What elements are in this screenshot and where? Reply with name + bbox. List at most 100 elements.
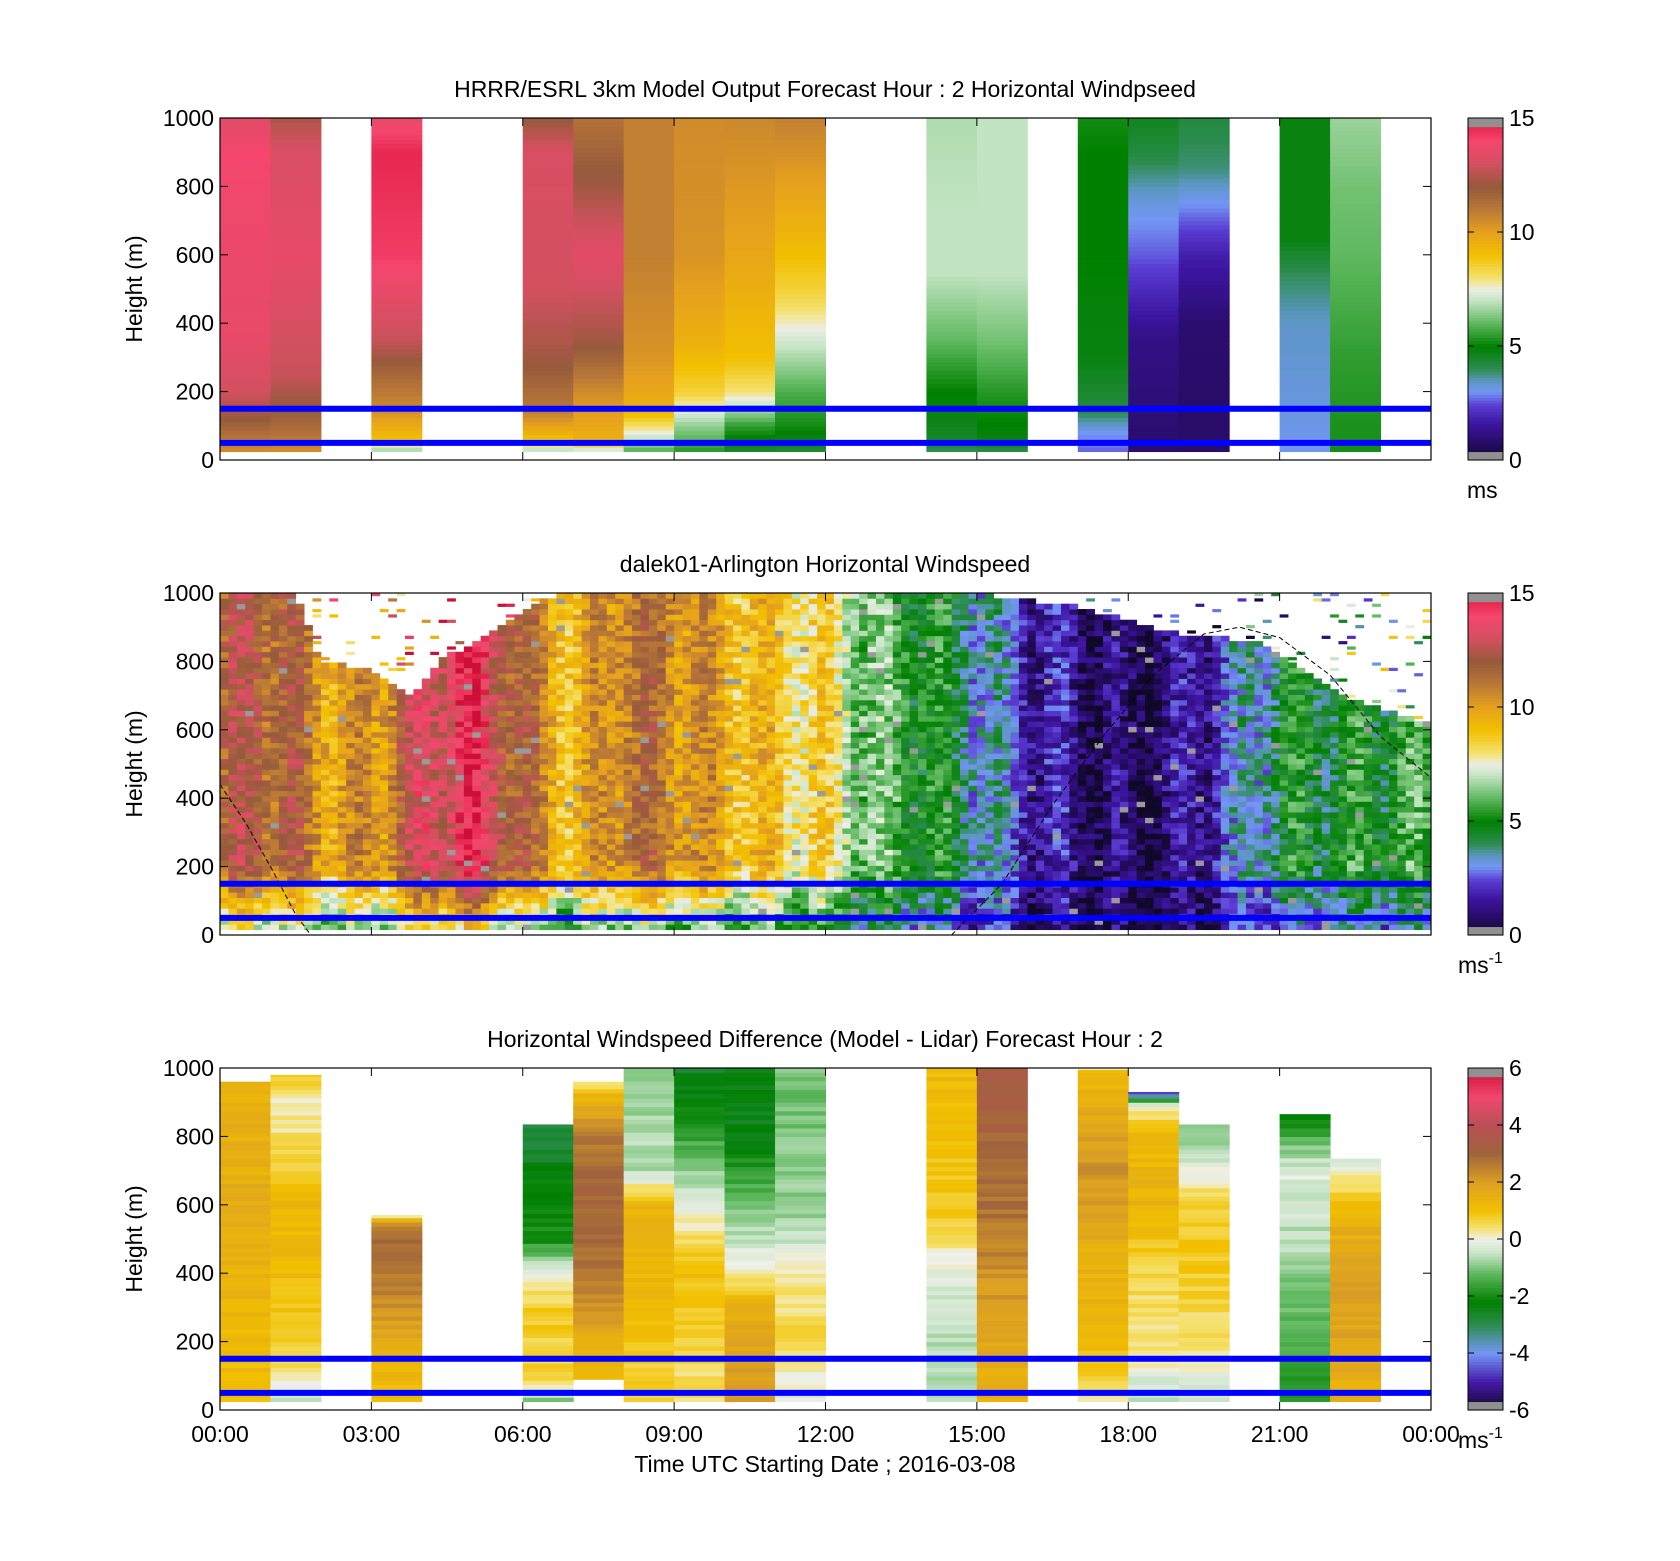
heatmap-cell [573,790,583,797]
heatmap-cell [1330,365,1382,371]
heatmap-cell [405,870,414,877]
heatmap-cell [926,421,978,427]
heatmap-cell [472,822,482,829]
heatmap-cell [472,828,482,834]
heatmap-cell [573,378,625,384]
heatmap-cell [228,892,238,898]
heatmap-cell [590,646,599,653]
heatmap-cell [640,918,650,925]
heatmap-cell [590,737,599,744]
heatmap-cell [716,609,725,615]
heatmap-cell [556,774,566,781]
heatmap-cell [724,908,734,915]
heatmap-cell [480,785,490,792]
heatmap-cell [346,705,355,711]
heatmap-cell [480,715,490,722]
heatmap-cell [623,421,675,427]
heatmap-cell [674,844,683,850]
heatmap-cell [623,169,675,175]
heatmap-cell [304,646,313,653]
heatmap-cell [674,194,726,200]
heatmap-cell [724,651,734,658]
heatmap-cell [505,742,515,749]
heatmap-cell [606,886,616,893]
heatmap-cell [674,156,726,162]
heatmap-cell [581,699,591,706]
heatmap-cell [220,237,271,243]
heatmap-cell [228,747,238,754]
heatmap-cell [640,886,650,893]
heatmap-cell [674,630,683,637]
heatmap-cell [362,796,372,802]
heatmap-cell [665,865,675,872]
heatmap-cell [690,715,700,722]
colorbar-segment [1468,365,1503,370]
heatmap-cell [699,876,709,882]
heatmap-cell [531,806,540,813]
heatmap-cell [581,715,591,722]
heatmap-cell [514,657,524,663]
heatmap-cell [337,822,347,829]
heatmap-cell [716,806,725,813]
heatmap-cell [724,216,776,222]
heatmap-cell [304,683,313,690]
heatmap-cell [1178,165,1230,170]
heatmap-cell [976,118,1028,123]
heatmap-cell [632,593,641,599]
heatmap-cell [976,318,1028,324]
heatmap-cell [455,715,465,722]
heatmap-cell [606,673,616,679]
heatmap-cell [665,651,675,658]
heatmap-cell [337,673,347,679]
heatmap-cell [522,609,532,615]
heatmap-cell [245,673,255,679]
heatmap-cell [707,625,717,631]
heatmap-cell [447,844,456,850]
heatmap-cell [598,902,608,909]
heatmap-cell [547,641,557,647]
heatmap-cell [371,344,423,350]
heatmap-cell [640,806,650,813]
heatmap-cell [976,361,1028,367]
heatmap-cell [405,806,414,813]
heatmap-cell [556,876,566,882]
heatmap-cell [278,598,288,605]
heatmap-cell [346,812,355,818]
heatmap-cell [312,908,322,915]
colorbar-segment [1468,445,1503,450]
heatmap-cell [489,785,498,792]
heatmap-cell [581,908,591,915]
heatmap-cell [455,790,465,797]
heatmap-cell [522,876,532,882]
heatmap-cell [522,598,532,602]
heatmap-cell [674,667,683,674]
heatmap-cell [413,758,423,765]
heatmap-cell [615,667,625,674]
heatmap-cell [556,865,566,872]
heatmap-cell [556,828,566,834]
heatmap-cell [699,625,709,631]
heatmap-cell [976,374,1028,380]
heatmap-cell [396,705,406,711]
heatmap-cell [329,892,339,898]
heatmap-cell [674,126,726,132]
heatmap-cell [657,924,667,931]
heatmap-cell [674,780,683,786]
heatmap-cell [623,374,675,380]
heatmap-cell [598,774,608,781]
panel-lidar-title: dalek01-Arlington Horizontal Windspeed [620,551,1030,577]
heatmap-cell [724,246,776,252]
heatmap-cell [623,764,633,770]
heatmap-cell [447,865,456,872]
heatmap-cell [590,822,599,829]
heatmap-cell [287,865,297,872]
heatmap-cell [354,849,364,856]
heatmap-cell [438,731,448,738]
heatmap-cell [270,796,280,802]
heatmap-cell [354,715,364,722]
heatmap-cell [623,126,675,132]
heatmap-cell [262,747,271,754]
heatmap-cell [337,758,347,765]
heatmap-cell [623,822,633,829]
heatmap-cell [1178,194,1230,200]
